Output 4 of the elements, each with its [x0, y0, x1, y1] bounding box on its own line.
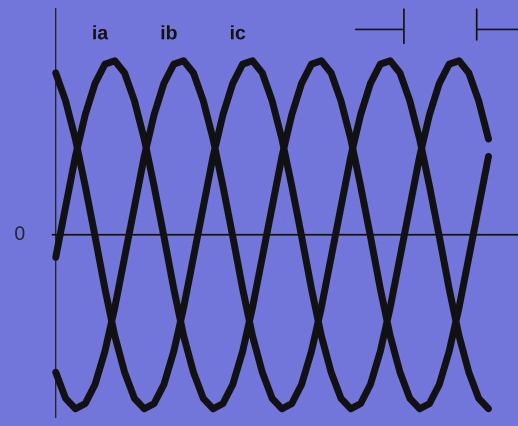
- series-label: ib: [162, 25, 177, 40]
- text: 0: [15, 226, 24, 240]
- series-label: ic: [230, 25, 246, 40]
- series-label: ia: [93, 25, 108, 40]
